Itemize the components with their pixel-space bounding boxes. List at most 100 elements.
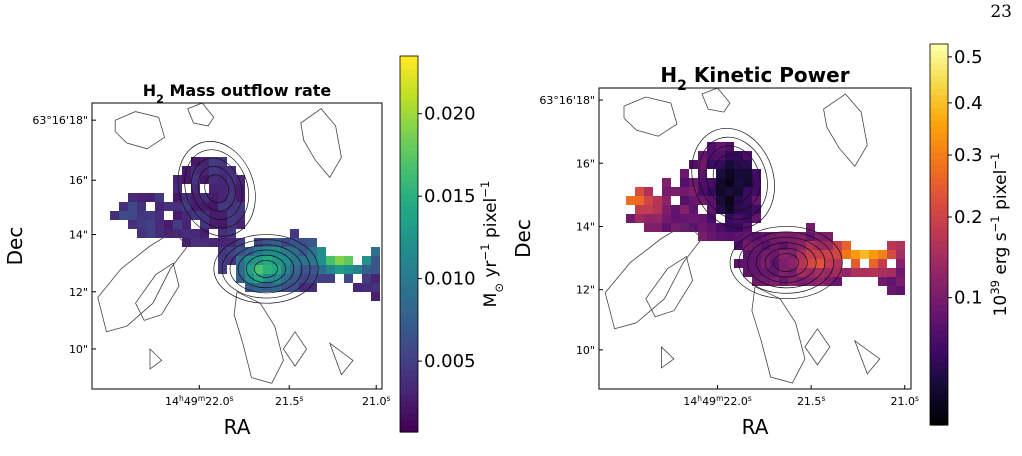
colorbar-segment bbox=[400, 112, 418, 120]
colorbar-segment bbox=[930, 247, 948, 255]
heatmap-pixel bbox=[833, 241, 842, 250]
heatmap-pixel bbox=[317, 256, 326, 265]
colorbar-segment bbox=[400, 93, 418, 101]
heatmap-pixel bbox=[272, 274, 281, 283]
heatmap-pixel bbox=[752, 169, 761, 178]
heatmap-pixel bbox=[689, 205, 698, 214]
colorbar-segment bbox=[400, 106, 418, 113]
heatmap-pixel bbox=[653, 223, 662, 232]
heatmap-pixel bbox=[182, 211, 191, 220]
heatmap-pixel bbox=[716, 196, 725, 205]
heatmap-pixel bbox=[698, 178, 707, 187]
heatmap-pixel bbox=[797, 232, 806, 241]
colorbar-tick-label: 0.2 bbox=[954, 207, 983, 228]
panel-title: H2 Kinetic Power bbox=[660, 63, 849, 94]
heatmap-pixel bbox=[716, 205, 725, 214]
y-tick-label: 12" bbox=[69, 286, 88, 299]
colorbar-segment bbox=[400, 306, 418, 314]
heatmap-pixel bbox=[815, 259, 824, 268]
heatmap-pixel bbox=[833, 277, 842, 286]
colorbar-segment bbox=[400, 244, 418, 251]
heatmap-pixel bbox=[263, 274, 272, 283]
colorbar-segment bbox=[930, 177, 948, 185]
heatmap-pixel bbox=[788, 268, 797, 277]
heatmap-pixel bbox=[734, 178, 743, 187]
heatmap-pixel bbox=[797, 277, 806, 286]
heatmap-pixel bbox=[716, 223, 725, 232]
heatmap-pixel bbox=[734, 241, 743, 250]
heatmap-pixel bbox=[308, 265, 317, 274]
colorbar-segment bbox=[400, 262, 418, 270]
heatmap-pixel bbox=[743, 214, 752, 223]
heatmap-pixel bbox=[779, 250, 788, 259]
x-tick-label: 14h49m22.0s bbox=[165, 394, 234, 409]
heatmap-pixel bbox=[635, 196, 644, 205]
heatmap-pixel bbox=[698, 160, 707, 169]
colorbar-label: M⊙ yr−1 pixel−1 bbox=[478, 181, 506, 308]
x-axis-label: RA bbox=[224, 415, 251, 439]
heatmap-pixel bbox=[887, 250, 896, 259]
colorbar-segment bbox=[400, 162, 418, 170]
colorbar-segment bbox=[400, 150, 418, 157]
heatmap-pixel bbox=[236, 175, 245, 184]
contour-line bbox=[773, 253, 800, 272]
heatmap-pixel bbox=[299, 265, 308, 274]
colorbar-segment bbox=[400, 356, 418, 364]
colorbar-segment bbox=[400, 143, 418, 151]
heatmap-pixel bbox=[371, 256, 380, 265]
colorbar-segment bbox=[400, 181, 418, 189]
heatmap-pixel bbox=[164, 202, 173, 211]
colorbar-segment bbox=[930, 336, 948, 344]
contour-line bbox=[213, 234, 319, 304]
colorbar-tick-label: 0.010 bbox=[424, 269, 476, 290]
heatmap-pixel bbox=[644, 223, 653, 232]
colorbar-segment bbox=[400, 369, 418, 377]
colorbar-segment bbox=[930, 278, 948, 286]
heatmap-pixel bbox=[860, 250, 869, 259]
heatmap-pixel bbox=[281, 274, 290, 283]
contour-line bbox=[661, 345, 675, 369]
heatmap-pixel bbox=[833, 259, 842, 268]
heatmap-pixel bbox=[743, 205, 752, 214]
heatmap-pixel bbox=[833, 250, 842, 259]
heatmap-pixel bbox=[308, 274, 317, 283]
heatmap-pixel bbox=[824, 232, 833, 241]
y-tick-label: 14" bbox=[576, 220, 595, 233]
colorbar-segment bbox=[930, 310, 948, 318]
colorbar-segment bbox=[930, 120, 948, 128]
heatmap-pixel bbox=[191, 166, 200, 175]
heatmap-pixel bbox=[869, 259, 878, 268]
heatmap-pixel bbox=[254, 238, 263, 247]
heatmap-pixel bbox=[227, 229, 236, 238]
y-axis-label: Dec bbox=[3, 227, 27, 266]
heatmap-pixel bbox=[743, 187, 752, 196]
colorbar-segment bbox=[400, 281, 418, 289]
heatmap-pixel bbox=[734, 160, 743, 169]
heatmap-pixel bbox=[878, 250, 887, 259]
colorbar-segment bbox=[930, 44, 948, 51]
heatmap-pixel bbox=[716, 232, 725, 241]
heatmap-pixel bbox=[236, 211, 245, 220]
heatmap-pixel bbox=[227, 175, 236, 184]
contour-line bbox=[738, 231, 834, 294]
colorbar-segment bbox=[400, 319, 418, 327]
heatmap-pixel bbox=[128, 211, 137, 220]
colorbar-segment bbox=[400, 344, 418, 352]
heatmap-pixel bbox=[218, 166, 227, 175]
colorbar-segment bbox=[930, 323, 948, 331]
heatmap-pixel bbox=[155, 220, 164, 229]
heatmap-pixel bbox=[200, 175, 209, 184]
heatmap-pixel bbox=[896, 250, 905, 259]
heatmap-pixel bbox=[290, 229, 299, 238]
heatmap-pixel bbox=[245, 283, 254, 292]
heatmap-pixel bbox=[734, 214, 743, 223]
colorbar-segment bbox=[930, 399, 948, 407]
heatmap-pixel bbox=[860, 268, 869, 277]
heatmap-pixel bbox=[878, 268, 887, 277]
colorbar-segment bbox=[930, 50, 948, 58]
heatmap-pixel bbox=[218, 175, 227, 184]
heatmap-pixel bbox=[173, 202, 182, 211]
colorbar-segment bbox=[930, 317, 948, 324]
heatmap-pixel bbox=[761, 232, 770, 241]
colorbar-segment bbox=[400, 99, 418, 107]
